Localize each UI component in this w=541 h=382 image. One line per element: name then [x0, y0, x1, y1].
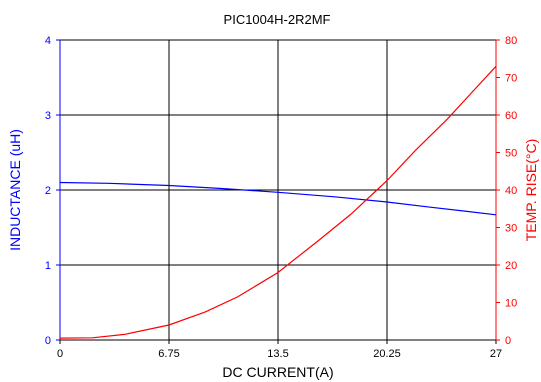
x-tick-label: 13.5 [267, 348, 288, 360]
y-left-tick-label: 4 [45, 35, 51, 47]
y-left-tick-label: 3 [45, 110, 51, 122]
y-axis-label-right: TEMP. RISE(°C) [523, 139, 539, 242]
chart-title: PIC1004H-2R2MF [224, 12, 331, 27]
y-right-tick-label: 50 [505, 148, 517, 160]
x-tick-label: 0 [57, 348, 63, 360]
y-right-tick-label: 20 [505, 260, 517, 272]
y-right-tick-label: 0 [505, 335, 511, 347]
temp-rise-line [59, 65, 497, 339]
y-right-tick-label: 60 [505, 110, 517, 122]
y-right-tick-label: 10 [505, 298, 517, 310]
y-left-tick-label: 2 [45, 185, 51, 197]
y-axis-label-left: INDUCTANCE (uH) [7, 129, 23, 251]
x-tick-label: 27 [490, 348, 502, 360]
y-left-tick-label: 0 [45, 335, 51, 347]
y-right-tick-label: 30 [505, 223, 517, 235]
y-left-tick-label: 1 [45, 260, 51, 272]
x-axis-label: DC CURRENT(A) [222, 364, 333, 380]
series-group [59, 65, 497, 339]
y-right-tick-label: 40 [505, 185, 517, 197]
x-tick-label: 6.75 [158, 348, 179, 360]
y-right-tick-label: 80 [505, 35, 517, 47]
plot-grid [59, 39, 497, 341]
x-tick-label: 20.25 [373, 348, 401, 360]
y-right-tick-label: 70 [505, 73, 517, 85]
inductance-line [59, 181, 497, 216]
